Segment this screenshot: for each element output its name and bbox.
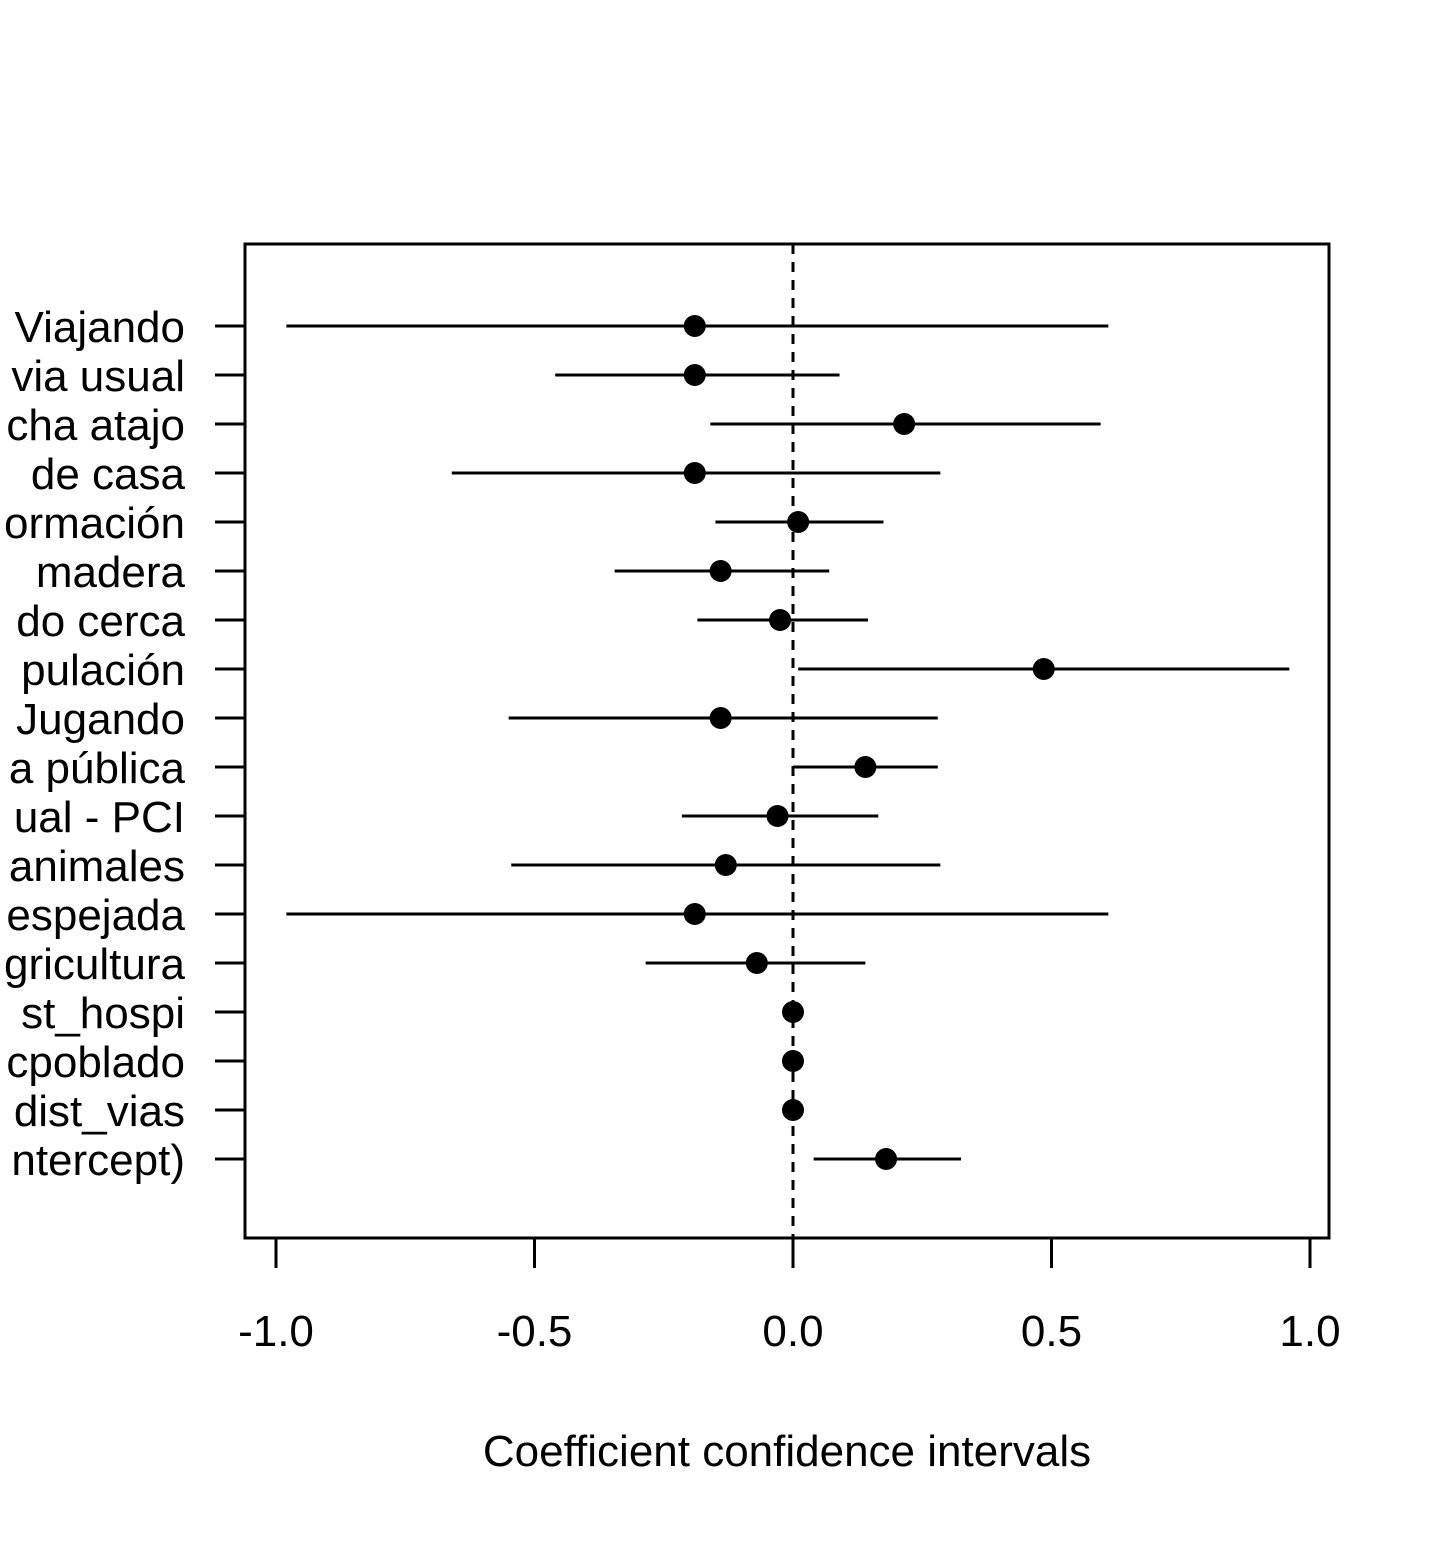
y-tick-label: de casa — [31, 450, 186, 499]
y-tick-label: do cerca — [16, 597, 185, 646]
x-tick-label: -1.0 — [238, 1307, 314, 1356]
x-tick-label: -0.5 — [497, 1307, 573, 1356]
y-tick-label: dist_vias — [14, 1087, 185, 1136]
coefficient-point — [875, 1148, 898, 1170]
coefficient-point — [683, 903, 706, 925]
y-tick-label: Jugando — [16, 695, 185, 744]
x-tick-label: 0.0 — [762, 1307, 823, 1356]
coefficient-point — [893, 413, 916, 435]
y-tick-label: Viajando — [15, 303, 185, 352]
x-axis-ticks: -1.0 -0.5 0.0 0.5 1.0 — [238, 1238, 1341, 1356]
coefficient-point — [683, 364, 706, 386]
coefficient-point — [782, 1001, 804, 1023]
y-tick-label: ual - PCI — [14, 793, 185, 842]
y-tick-label: a pública — [9, 744, 186, 793]
coefficient-point — [683, 315, 706, 337]
coefficient-point — [787, 511, 810, 533]
y-tick-label: cha atajo — [6, 401, 185, 450]
y-tick-label: via usual — [11, 352, 185, 401]
coefficient-point — [769, 609, 792, 631]
x-tick-label: 0.5 — [1021, 1307, 1082, 1356]
coefficient-point — [782, 1099, 804, 1121]
y-tick-label: gricultura — [4, 940, 185, 989]
y-tick-label: ormación — [4, 499, 185, 548]
x-axis-title: Coefficient confidence intervals — [483, 1427, 1091, 1476]
y-tick-label: st_hospi — [21, 989, 185, 1038]
y-tick-label: espejada — [6, 891, 185, 940]
interval-marks — [286, 315, 1290, 1170]
coefficient-point — [854, 756, 877, 778]
y-tick-label: pulación — [21, 646, 185, 695]
coefficient-point — [683, 462, 706, 484]
x-tick-label: 1.0 — [1279, 1307, 1340, 1356]
coefficient-point — [782, 1050, 804, 1072]
y-tick-label: animales — [9, 842, 185, 891]
coefficient-point — [709, 560, 732, 582]
y-tick-label: cpoblado — [6, 1038, 185, 1087]
plot-frame — [243, 242, 1331, 1240]
coefficient-point — [745, 952, 768, 974]
y-tick-label: ntercept) — [11, 1136, 185, 1185]
coefficient-point — [766, 805, 789, 827]
y-tick-label: madera — [36, 548, 186, 597]
coefficient-point — [714, 854, 737, 876]
coefficient-point — [1032, 658, 1055, 680]
coefficient-point — [709, 707, 732, 729]
